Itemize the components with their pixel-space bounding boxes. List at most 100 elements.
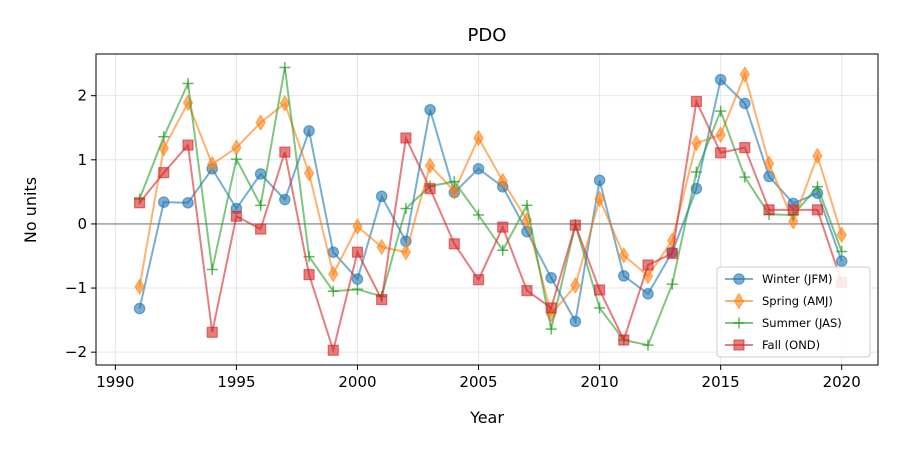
square-marker-shape [327, 344, 339, 356]
diamond-marker-shape [328, 265, 339, 283]
legend-box [716, 266, 871, 358]
diamond-marker [473, 129, 484, 147]
diamond-marker [691, 134, 702, 152]
square-marker [593, 284, 606, 296]
diamond-marker [618, 246, 629, 264]
square-marker [351, 246, 364, 258]
circle-marker-shape [133, 302, 146, 315]
plus-marker [279, 61, 291, 73]
plus-marker [811, 181, 823, 193]
square-marker-shape [521, 285, 533, 297]
square-marker [133, 197, 146, 209]
square-marker [497, 221, 509, 233]
diamond-marker-shape [691, 134, 702, 152]
plus-marker [255, 199, 267, 211]
square-marker-shape [593, 284, 606, 296]
plus-marker [206, 263, 218, 275]
legend-label: Summer (JAS) [762, 316, 842, 330]
diamond-marker-shape [424, 157, 436, 175]
diamond-marker-shape [473, 129, 484, 147]
square-marker [182, 139, 194, 151]
legend-label: Winter (JFM) [762, 272, 832, 286]
series-square [133, 95, 848, 356]
circle-marker-shape [739, 97, 751, 110]
plus-marker [351, 283, 363, 295]
square-marker-shape [133, 197, 146, 209]
diamond-marker [836, 226, 847, 244]
circle-marker [254, 168, 267, 180]
circle-marker-shape [835, 255, 848, 267]
square-marker [642, 259, 654, 271]
diamond-marker [449, 182, 460, 200]
square-marker-shape [642, 259, 654, 271]
diamond-marker [763, 155, 775, 173]
chart-title: PDO [468, 25, 507, 46]
x-tick-label: 2010 [580, 373, 618, 391]
x-axis-label: Year [469, 408, 504, 427]
square-marker [327, 344, 339, 356]
diamond-marker [739, 66, 751, 83]
circle-marker [593, 174, 606, 187]
circle-marker-shape [545, 271, 557, 284]
plus-marker [230, 153, 242, 165]
y-tick-label: 1 [77, 151, 87, 169]
square-marker [255, 223, 267, 235]
diamond-marker [279, 94, 291, 112]
square-marker [739, 142, 751, 154]
square-marker-shape [206, 326, 218, 338]
plus-marker [448, 176, 460, 188]
square-marker [569, 219, 581, 231]
square-marker-shape [351, 246, 364, 258]
square-marker-shape [230, 210, 243, 222]
diamond-marker [715, 126, 726, 144]
diamond-marker-shape [303, 164, 315, 182]
y-tick-label: 2 [77, 87, 87, 105]
square-marker-shape [715, 147, 727, 159]
x-tick-label: 2015 [702, 373, 740, 391]
square-marker-shape [472, 274, 485, 286]
plot-frame [95, 53, 879, 366]
plus-marker [715, 105, 727, 117]
square-marker [424, 183, 436, 195]
circle-marker [157, 196, 170, 208]
square-marker-shape [545, 302, 557, 314]
circle-marker [279, 193, 291, 206]
legend-entry: Summer (JAS) [725, 316, 842, 330]
legend-entry: Winter (JFM) [725, 272, 832, 286]
square-marker-shape [763, 204, 775, 216]
square-marker-shape [497, 221, 509, 233]
square-marker-shape [448, 238, 460, 250]
square-marker-shape [424, 183, 436, 195]
circle-marker [375, 190, 388, 203]
series-line [138, 67, 843, 347]
circle-marker-shape [375, 190, 388, 203]
diamond-marker-shape [376, 238, 387, 256]
plus-marker [400, 203, 412, 215]
square-marker-shape [569, 219, 581, 231]
diamond-marker-shape [788, 212, 799, 230]
square-marker-shape [158, 167, 170, 179]
circle-marker-shape [254, 168, 267, 180]
diamond-marker [303, 164, 315, 182]
circle-marker [424, 103, 436, 116]
circle-marker [835, 255, 848, 267]
plus-marker [473, 209, 485, 221]
diamond-marker [134, 278, 145, 296]
diamond-marker-shape [352, 218, 363, 235]
diamond-marker-shape [715, 126, 726, 144]
square-marker [545, 302, 557, 314]
square-marker-shape [303, 268, 315, 281]
series-group [133, 61, 848, 356]
diamond-marker [376, 238, 387, 256]
plus-marker [158, 131, 170, 143]
diamond-marker [255, 114, 266, 132]
square-marker-shape [811, 204, 824, 216]
circle-marker-shape [472, 162, 485, 175]
plus-marker [545, 323, 557, 335]
diamond-marker [788, 212, 799, 230]
square-marker [230, 210, 243, 222]
y-axis-label: No units [21, 177, 40, 243]
diamond-marker [812, 147, 823, 165]
plus-marker [327, 285, 339, 297]
